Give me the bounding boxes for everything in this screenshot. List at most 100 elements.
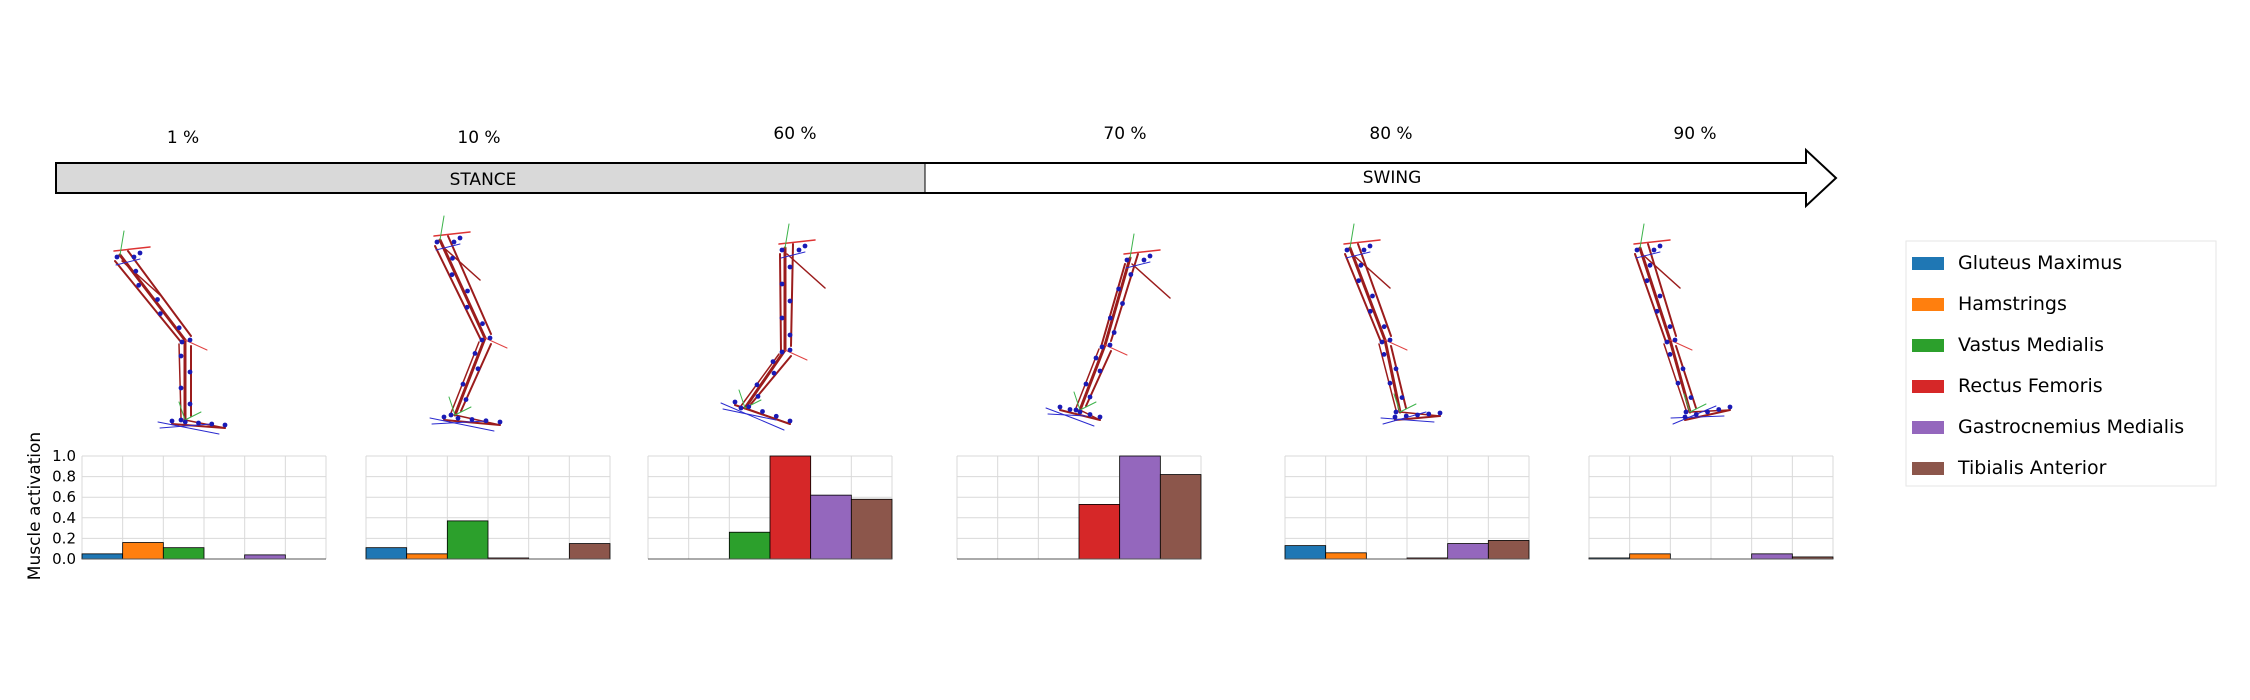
foot-axis-line — [722, 408, 777, 421]
marker-dot — [1087, 394, 1093, 400]
shank-muscle — [1663, 343, 1687, 411]
leg-skeleton — [1633, 223, 1733, 425]
marker-dot — [1120, 301, 1125, 306]
marker-dot — [1124, 257, 1130, 263]
foot-axis-line — [720, 402, 785, 431]
gait-percent-label: 10 % — [457, 128, 500, 148]
activation-chart — [647, 455, 893, 560]
hip-muscle — [121, 260, 161, 296]
hip-axis-line — [1639, 223, 1645, 249]
marker-dot — [465, 288, 470, 294]
thigh-muscle — [434, 245, 482, 341]
legend-swatch — [1912, 257, 1944, 270]
bar — [244, 554, 286, 560]
foot-axis-line — [429, 417, 495, 432]
marker-dot — [1437, 410, 1443, 416]
leg-skeleton-figures — [113, 215, 1733, 435]
activation-chart — [81, 455, 327, 560]
marker-dot — [1093, 355, 1099, 361]
femur-bone — [1103, 256, 1132, 347]
hip-muscle — [1351, 253, 1391, 289]
marker-dot — [796, 247, 802, 253]
bar — [1159, 474, 1202, 560]
marker-dot — [1097, 414, 1103, 420]
foot-bone — [1684, 409, 1731, 421]
marker-dot — [451, 239, 457, 245]
marker-dot — [1675, 380, 1681, 386]
marker-dot — [1654, 308, 1660, 314]
ankle-axis-line — [184, 411, 202, 421]
marker-dot — [1344, 247, 1350, 253]
marker-dot — [155, 297, 160, 302]
thigh-muscle — [1344, 253, 1382, 343]
marker-dot — [1073, 407, 1079, 413]
marker-dot — [133, 268, 139, 274]
legend-label: Gluteus Maximus — [1958, 252, 2122, 274]
marker-dot — [1107, 342, 1113, 348]
pelvis-line — [778, 239, 816, 245]
marker-dot — [787, 264, 793, 270]
marker-dot — [475, 366, 481, 372]
marker-dot — [1664, 339, 1670, 345]
marker-dot — [787, 332, 793, 338]
bar — [406, 553, 448, 560]
foot-muscle — [1689, 409, 1731, 413]
bar — [850, 498, 893, 560]
bar — [1325, 552, 1367, 560]
bar — [1078, 504, 1121, 560]
marker-dot — [1128, 272, 1134, 277]
pelvis-line — [1123, 249, 1161, 255]
pelvis-line — [1343, 239, 1381, 245]
bar — [162, 547, 205, 560]
leg-skeleton — [1045, 233, 1171, 427]
foot-axis-line — [1670, 415, 1725, 419]
legend-label: Hamstrings — [1958, 293, 2067, 315]
ankle-axis-line — [1073, 391, 1081, 411]
marker-dot — [114, 254, 120, 260]
legend-label: Vastus Medialis — [1958, 334, 2104, 356]
marker-dot — [1367, 308, 1373, 314]
femur-bone — [438, 238, 487, 340]
marker-dot — [222, 422, 228, 428]
marker-dot — [178, 417, 184, 423]
pelvis-line — [433, 231, 471, 237]
marker-dot — [1680, 366, 1686, 372]
bar — [1487, 540, 1530, 560]
bar — [1629, 553, 1671, 560]
hip-axis-line — [439, 215, 445, 241]
foot-muscle — [454, 414, 501, 426]
marker-dot — [779, 315, 785, 321]
marker-dot — [732, 399, 738, 405]
gait-percent-label: 1 % — [167, 128, 199, 148]
marker-dot — [1107, 315, 1113, 321]
pelvis-line — [113, 246, 151, 252]
marker-dot — [1367, 243, 1373, 249]
marker-dot — [1683, 409, 1689, 415]
foot-axis-line — [431, 420, 487, 425]
marker-dot — [1644, 278, 1650, 284]
marker-dot — [1067, 407, 1073, 412]
marker-dot — [472, 351, 478, 356]
marker-dot — [187, 369, 193, 375]
tibia-bone — [453, 336, 487, 417]
foot-axis-line — [1047, 413, 1087, 417]
marker-dot — [448, 412, 454, 418]
marker-dot — [131, 254, 137, 260]
marker-dot — [1381, 352, 1387, 357]
bar — [728, 531, 771, 560]
marker-dot — [1083, 381, 1089, 387]
marker-dot — [779, 349, 785, 355]
marker-dot — [787, 298, 793, 304]
tibia-bone — [1078, 343, 1107, 412]
stance-label: STANCE — [450, 170, 517, 190]
marker-dot — [1358, 262, 1364, 268]
y-tick-label: 0.2 — [52, 529, 76, 547]
marker-dot — [178, 385, 184, 391]
marker-dot — [182, 419, 188, 425]
marker-dot — [1399, 395, 1405, 400]
hip-muscle — [786, 253, 826, 289]
marker-dot — [1116, 286, 1122, 292]
pelvis-axis-line — [1345, 251, 1371, 259]
marker-dot — [1415, 412, 1420, 418]
marker-dot — [1657, 243, 1663, 249]
